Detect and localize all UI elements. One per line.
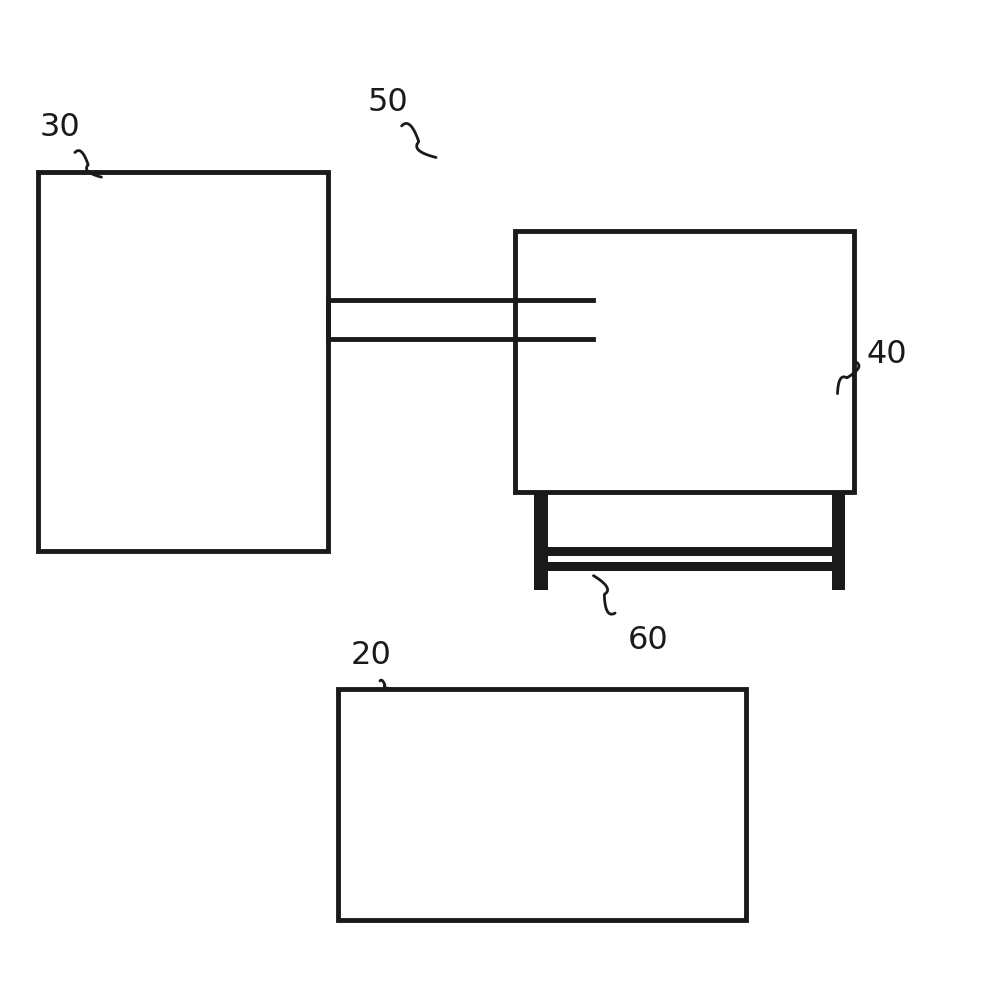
Bar <box>832 492 845 590</box>
Text: 50: 50 <box>367 87 408 118</box>
Text: 20: 20 <box>350 640 391 671</box>
Text: 30: 30 <box>39 111 80 143</box>
Bar <box>534 492 548 590</box>
Bar <box>534 562 845 571</box>
Bar <box>38 172 328 551</box>
Bar <box>515 231 854 492</box>
Bar <box>338 689 746 920</box>
Bar <box>534 547 845 556</box>
Text: 40: 40 <box>866 338 907 370</box>
Text: 60: 60 <box>628 625 669 656</box>
